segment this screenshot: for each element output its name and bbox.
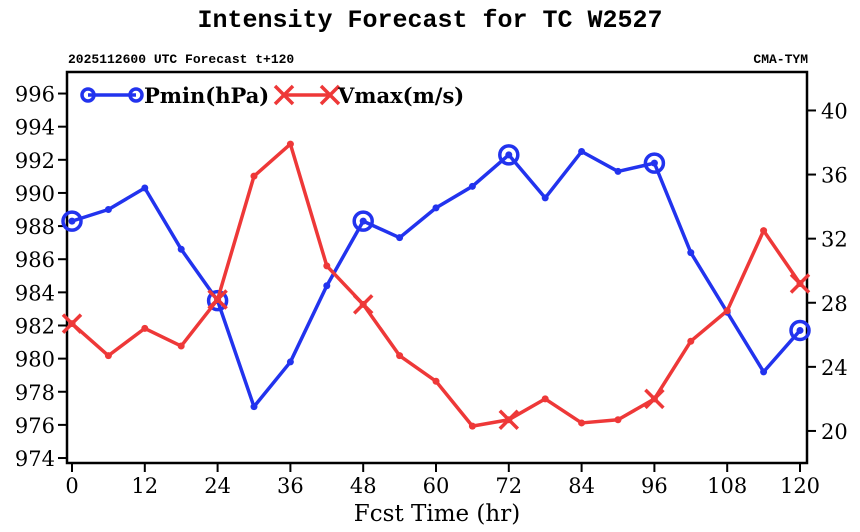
data-point xyxy=(68,217,76,225)
x-tick-label: 108 xyxy=(707,474,747,498)
y-right-tick-label: 28 xyxy=(821,292,848,316)
x-tick-label: 36 xyxy=(277,474,304,498)
data-point xyxy=(541,194,549,202)
x-tick-label: 12 xyxy=(131,474,158,498)
y-right-tick-label: 40 xyxy=(821,99,848,123)
y-left-tick-label: 976 xyxy=(15,414,55,438)
x-tick-label: 60 xyxy=(423,474,450,498)
data-point xyxy=(323,262,331,270)
y-right-tick-label: 36 xyxy=(821,164,848,188)
data-point xyxy=(396,352,404,360)
x-tick-label: 24 xyxy=(204,474,231,498)
data-point xyxy=(177,245,185,253)
data-point xyxy=(104,352,112,360)
data-point xyxy=(760,368,768,376)
cross-marker xyxy=(352,294,374,315)
legend-label-pmin: Pmin(hPa) xyxy=(144,83,269,108)
circle-marker xyxy=(206,289,229,312)
subtitle-right: CMA-TYM xyxy=(753,52,808,67)
y-right-tick-label: 24 xyxy=(821,356,848,380)
data-point xyxy=(723,307,731,315)
cross-marker xyxy=(498,409,520,430)
x-tick-label: 84 xyxy=(568,474,595,498)
x-tick-label: 72 xyxy=(495,474,522,498)
y-right-tick-label: 20 xyxy=(821,420,848,444)
data-point xyxy=(250,172,258,180)
y-left-tick-label: 982 xyxy=(15,314,55,338)
y-left-tick-label: 984 xyxy=(15,281,55,305)
data-point xyxy=(104,206,112,214)
legend-cross-icon xyxy=(319,84,341,106)
legend-circle-icon xyxy=(80,87,96,103)
data-point xyxy=(141,184,149,192)
data-point xyxy=(250,403,258,411)
y-left-tick-label: 994 xyxy=(15,116,55,140)
data-point xyxy=(141,324,149,332)
y-left-tick-label: 992 xyxy=(15,149,55,173)
data-point xyxy=(505,151,513,159)
series-line-circle xyxy=(71,149,802,409)
legend-circle-icon xyxy=(128,87,144,103)
data-point xyxy=(177,342,185,350)
subtitle-left: 2025112600 UTC Forecast t+120 xyxy=(68,52,295,67)
legend-label-vmax: Vmax(m/s) xyxy=(337,83,464,108)
y-left-tick-label: 978 xyxy=(15,381,55,405)
circle-marker xyxy=(61,210,83,232)
plot-frame xyxy=(65,70,809,465)
y-left-tick-label: 990 xyxy=(15,182,55,206)
circle-marker xyxy=(498,144,520,166)
cross-marker xyxy=(207,289,228,310)
data-point xyxy=(796,326,804,334)
y-left-tick-label: 986 xyxy=(15,248,55,272)
x-tick-label: 96 xyxy=(641,474,668,498)
data-point xyxy=(541,395,549,403)
circle-marker xyxy=(643,152,666,174)
data-point xyxy=(578,419,586,427)
cross-marker xyxy=(644,388,665,410)
y-left-tick-label: 980 xyxy=(15,348,55,372)
cross-marker xyxy=(61,313,83,334)
y-left-tick-label: 988 xyxy=(15,215,55,239)
legend-cross-icon xyxy=(273,84,295,106)
data-point xyxy=(359,217,367,225)
data-point xyxy=(396,234,404,242)
x-axis-label: Fcst Time (hr) xyxy=(354,501,520,527)
data-point xyxy=(468,422,476,430)
data-point xyxy=(323,282,331,290)
data-point xyxy=(286,140,294,148)
x-tick-label: 0 xyxy=(65,474,78,498)
x-tick-label: 48 xyxy=(350,474,377,498)
data-point xyxy=(286,358,294,366)
circle-marker xyxy=(789,319,811,342)
data-point xyxy=(687,337,695,345)
data-point xyxy=(432,377,440,385)
y-left-tick-label: 996 xyxy=(15,83,55,107)
x-tick-label: 120 xyxy=(780,474,820,498)
data-point xyxy=(432,204,440,212)
circle-marker xyxy=(352,210,374,232)
data-point xyxy=(578,148,586,156)
cross-marker xyxy=(789,273,811,294)
chart-title: Intensity Forecast for TC W2527 xyxy=(197,6,663,35)
y-right-tick-label: 32 xyxy=(821,228,848,252)
data-point xyxy=(614,167,622,175)
y-left-tick-label: 974 xyxy=(15,447,55,471)
data-point xyxy=(614,416,622,424)
data-point xyxy=(687,249,695,257)
data-point xyxy=(760,227,768,235)
data-point xyxy=(650,159,658,167)
data-point xyxy=(468,182,476,190)
